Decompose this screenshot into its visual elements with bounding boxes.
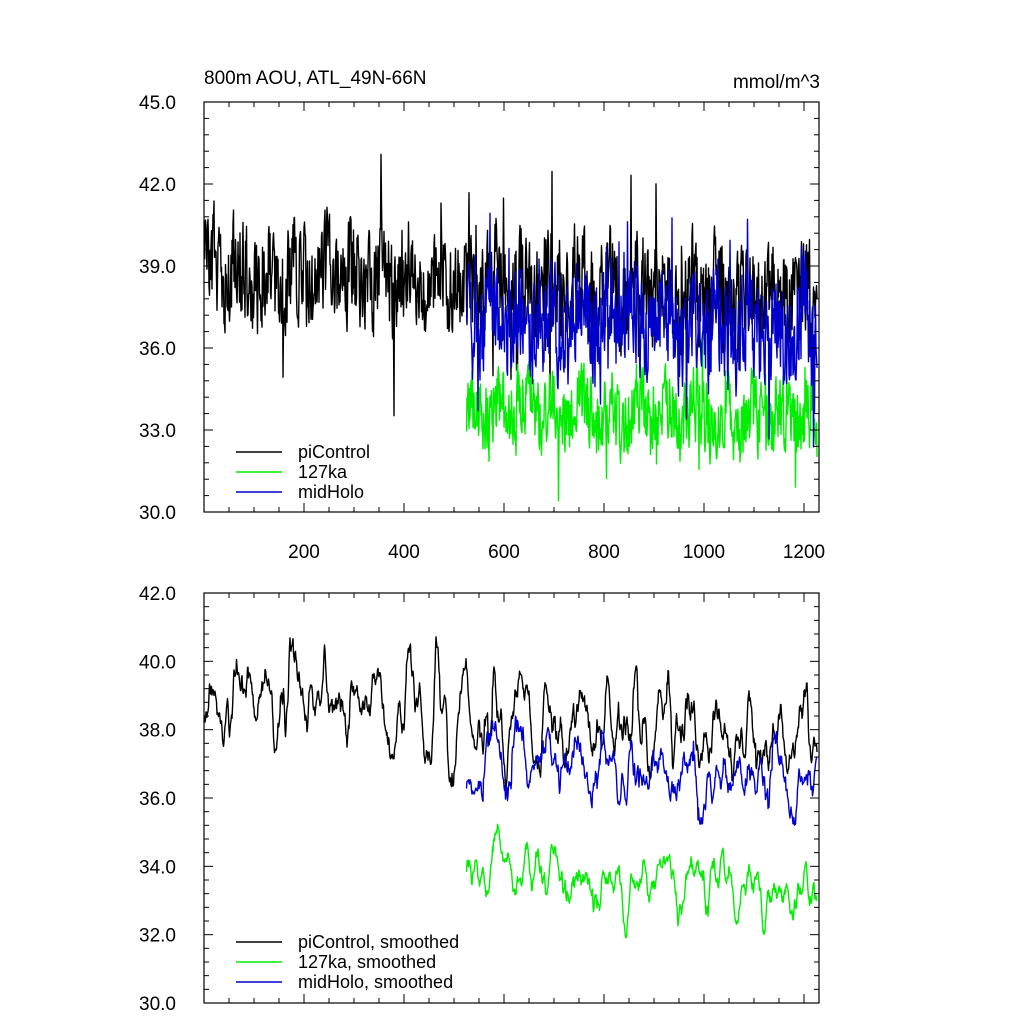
x-tick-label: 800	[588, 542, 620, 563]
series-line	[465, 823, 818, 939]
x-tick-label: 400	[388, 542, 420, 563]
top-panel: 800m AOU, ATL_49N-66N mmol/m^3 30.033.03…	[139, 68, 825, 563]
y-tick-label: 36.0	[139, 789, 176, 810]
series-line	[465, 332, 818, 502]
series-group	[203, 153, 818, 502]
y-tick-label: 38.0	[139, 721, 176, 742]
y-tick-label: 32.0	[139, 926, 176, 947]
series-line	[203, 636, 818, 788]
legend-label: 127ka	[298, 462, 348, 482]
series-group	[203, 636, 818, 939]
y-tick-label: 33.0	[139, 421, 176, 442]
y-tick-label: 36.0	[139, 339, 176, 360]
tick-group: 30.0 33.0 36.0 39.0 42.0 45.0 200 400 600 800 1000…	[139, 93, 825, 563]
chart-title: 800m AOU, ATL_49N-66N	[204, 68, 426, 89]
series-line	[465, 715, 818, 826]
y-tick-label: 40.0	[139, 652, 176, 673]
y-tick-label: 42.0	[139, 584, 176, 605]
plot-frame	[203, 101, 820, 513]
y-tick-label: 39.0	[139, 257, 176, 278]
y-tick-label: 34.0	[139, 857, 176, 878]
legend-label: piControl	[298, 442, 370, 462]
x-tick-label: 200	[288, 542, 320, 563]
x-tick-label: 600	[488, 542, 520, 563]
legend-label: midHolo	[298, 482, 364, 502]
plot-frame	[203, 592, 820, 1004]
tick-group: 30.0 32.0 34.0 36.0 38.0 40.0 42.0	[139, 584, 819, 1015]
legend-label: midHolo, smoothed	[298, 972, 453, 992]
legend-label: 127ka, smoothed	[298, 952, 436, 972]
series-line	[465, 212, 818, 448]
legend-label: piControl, smoothed	[298, 932, 459, 952]
y-tick-label: 30.0	[139, 503, 176, 524]
y-tick-label: 45.0	[139, 93, 176, 114]
units-label: mmol/m^3	[733, 72, 820, 93]
x-tick-label: 1200	[783, 542, 825, 563]
x-tick-label: 1000	[683, 542, 725, 563]
y-tick-label: 30.0	[139, 994, 176, 1015]
bottom-panel: 30.0 32.0 34.0 36.0 38.0 40.0 42.0 piControl, …	[139, 584, 820, 1015]
y-tick-label: 42.0	[139, 175, 176, 196]
